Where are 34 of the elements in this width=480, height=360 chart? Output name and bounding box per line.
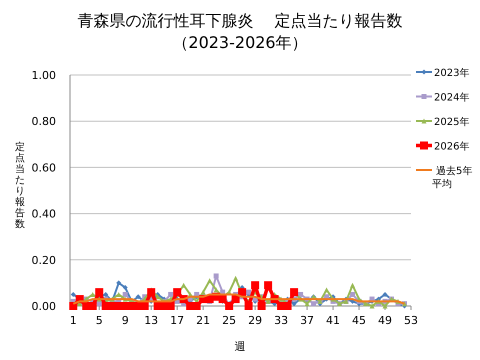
xtick: 53 (404, 314, 418, 327)
legend-item: 過去5年平均 (416, 166, 472, 190)
xtick: 21 (196, 314, 210, 327)
legend-label: 2026年 (434, 140, 470, 152)
ytick: 0.80 (32, 115, 56, 128)
xtick: 49 (378, 314, 392, 327)
ytick: 0.60 (32, 161, 56, 174)
legend-item: 2026年 (416, 142, 470, 152)
legend-label: 過去5年平均 (432, 165, 472, 190)
ytick: 0.00 (32, 300, 56, 313)
legend-item: 2024年 (416, 92, 470, 104)
xtick: 1 (70, 314, 77, 327)
xtick: 5 (96, 314, 103, 327)
legend-label: 2025年 (434, 116, 470, 128)
xtick: 17 (170, 314, 184, 327)
xtick: 33 (274, 314, 288, 327)
xtick: 25 (222, 314, 236, 327)
ytick: 1.00 (32, 69, 56, 82)
legend-label: 2023年 (434, 67, 470, 79)
title: 青森県の流行性耳下腺炎 定点当たり報告数 (77, 11, 403, 30)
legend-item: 2023年 (416, 68, 470, 79)
xtick: 45 (352, 314, 366, 327)
legend-label: 2024年 (434, 92, 470, 104)
ylabel: 定点当たり報告数 (15, 142, 25, 230)
xtick: 29 (248, 314, 262, 327)
xtick: 37 (300, 314, 314, 327)
legend-item: 2025年 (416, 117, 470, 128)
ytick: 0.40 (32, 208, 56, 221)
ytick: 0.20 (32, 254, 56, 267)
xlabel: 週 (234, 340, 246, 353)
subtitle: （2023-2026年） (172, 33, 308, 52)
xtick: 13 (144, 314, 158, 327)
xtick: 41 (326, 314, 340, 327)
xtick: 9 (122, 314, 129, 327)
